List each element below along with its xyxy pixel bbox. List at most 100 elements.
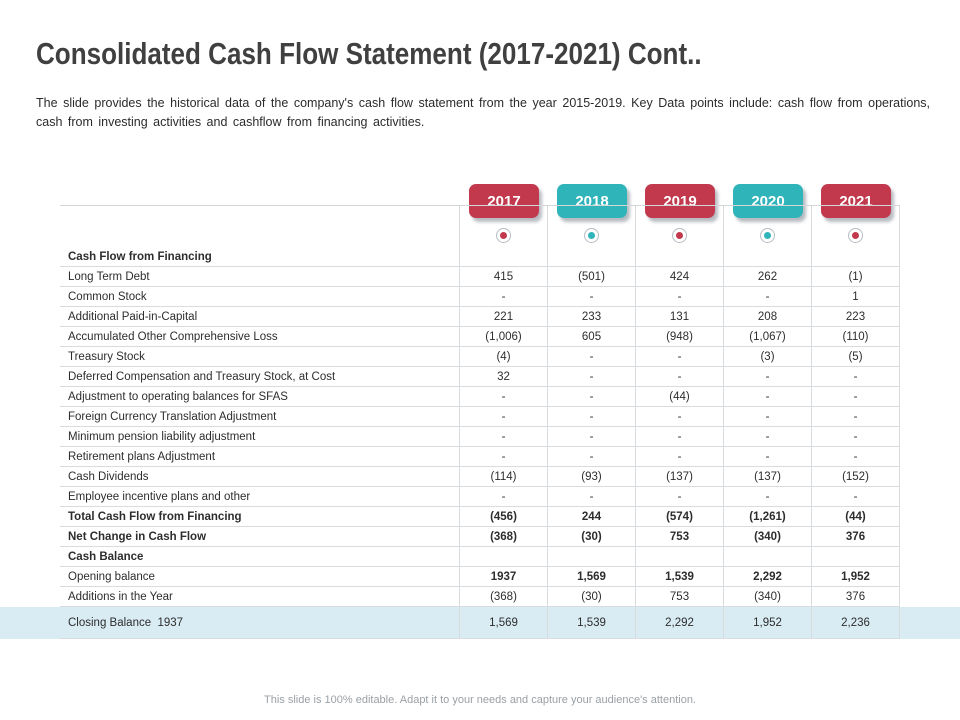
row-value: - — [636, 367, 724, 386]
row-label: Minimum pension liability adjustment — [60, 427, 460, 446]
row-value: (1) — [812, 267, 900, 286]
row-value: 424 — [636, 267, 724, 286]
row-value: - — [724, 427, 812, 446]
indicator-cell — [724, 206, 812, 247]
table-row: Accumulated Other Comprehensive Loss (1,0… — [60, 327, 900, 347]
row-value: 262 — [724, 267, 812, 286]
row-value: - — [812, 367, 900, 386]
row-value — [724, 547, 812, 566]
row-value: (152) — [812, 467, 900, 486]
row-value: 753 — [636, 527, 724, 546]
slide-footer: This slide is 100% editable. Adapt it to… — [264, 694, 696, 706]
row-value: - — [548, 287, 636, 306]
row-value: - — [636, 447, 724, 466]
row-value: 208 — [724, 307, 812, 326]
year-indicator-dot — [764, 232, 771, 239]
row-value: (137) — [636, 467, 724, 486]
row-value: 1,569 — [548, 567, 636, 586]
row-value: (948) — [636, 327, 724, 346]
row-value: 2,292 — [636, 607, 724, 638]
row-label: Adjustment to operating balances for SFA… — [60, 387, 460, 406]
year-tab-2017[interactable]: 2017 — [469, 184, 539, 218]
row-value: - — [636, 347, 724, 366]
row-label: Additional Paid-in-Capital — [60, 307, 460, 326]
row-value: (30) — [548, 527, 636, 546]
row-value — [812, 547, 900, 566]
table-row: Closing Balance 1937 1,569 1,539 2,292 1,952… — [60, 607, 900, 639]
indicator-cell — [460, 206, 548, 247]
row-value: 131 — [636, 307, 724, 326]
row-value: - — [460, 407, 548, 426]
row-value: - — [812, 427, 900, 446]
page-title: Consolidated Cash Flow Statement (2017-2… — [36, 36, 702, 71]
row-value: (93) — [548, 467, 636, 486]
table-row: Net Change in Cash Flow (368) (30) 753 (340)… — [60, 527, 900, 547]
row-value — [548, 547, 636, 566]
row-value: - — [460, 427, 548, 446]
row-value: (3) — [724, 347, 812, 366]
row-value: - — [812, 447, 900, 466]
row-value: 244 — [548, 507, 636, 526]
year-indicator — [584, 228, 599, 243]
row-value: 2,236 — [812, 607, 900, 638]
row-value: - — [548, 487, 636, 506]
indicator-cell — [812, 206, 900, 247]
row-value: - — [460, 387, 548, 406]
row-label: Net Change in Cash Flow — [60, 527, 460, 546]
row-value — [548, 247, 636, 266]
table-body: Cash Flow from Financing Long Term Debt 41… — [60, 247, 900, 639]
row-value: - — [724, 407, 812, 426]
year-indicator-dot — [500, 232, 507, 239]
row-value: 1,952 — [724, 607, 812, 638]
row-value: - — [636, 427, 724, 446]
row-value: 376 — [812, 587, 900, 606]
row-value: 1,539 — [548, 607, 636, 638]
row-value: (44) — [636, 387, 724, 406]
indicator-cell — [548, 206, 636, 247]
row-value: (501) — [548, 267, 636, 286]
row-value: - — [724, 287, 812, 306]
row-value: 1937 — [460, 567, 548, 586]
row-value: - — [724, 387, 812, 406]
row-value: - — [724, 487, 812, 506]
row-value: - — [812, 487, 900, 506]
row-label: Total Cash Flow from Financing — [60, 507, 460, 526]
row-value — [460, 247, 548, 266]
row-value: - — [812, 387, 900, 406]
row-label: Cash Flow from Financing — [60, 247, 460, 266]
table-row: Additions in the Year (368) (30) 753 (340) 37… — [60, 587, 900, 607]
row-value: - — [812, 407, 900, 426]
row-label: Treasury Stock — [60, 347, 460, 366]
table-row: Foreign Currency Translation Adjustment -… — [60, 407, 900, 427]
row-value: (368) — [460, 587, 548, 606]
row-value: - — [460, 447, 548, 466]
row-value: - — [636, 407, 724, 426]
table-row: Cash Flow from Financing — [60, 247, 900, 267]
year-indicator-dot — [676, 232, 683, 239]
row-label: Employee incentive plans and other — [60, 487, 460, 506]
row-label: Common Stock — [60, 287, 460, 306]
row-value — [460, 547, 548, 566]
table-row: Cash Dividends (114) (93) (137) (137) (152) — [60, 467, 900, 487]
year-indicator — [496, 228, 511, 243]
row-label: Long Term Debt — [60, 267, 460, 286]
row-value — [636, 247, 724, 266]
row-value: - — [548, 347, 636, 366]
row-value: (456) — [460, 507, 548, 526]
highlight-band — [0, 607, 960, 639]
row-value — [724, 247, 812, 266]
row-value: (1,067) — [724, 327, 812, 346]
row-value: (368) — [460, 527, 548, 546]
row-label: Additions in the Year — [60, 587, 460, 606]
row-label: Foreign Currency Translation Adjustment — [60, 407, 460, 426]
row-value — [812, 247, 900, 266]
table-row: Opening balance 1937 1,569 1,539 2,292 1,952 — [60, 567, 900, 587]
indicator-cell — [636, 206, 724, 247]
row-value: 223 — [812, 307, 900, 326]
row-value: 221 — [460, 307, 548, 326]
table-row: Additional Paid-in-Capital 221 233 131 208 22… — [60, 307, 900, 327]
row-value: 32 — [460, 367, 548, 386]
row-label: Accumulated Other Comprehensive Loss — [60, 327, 460, 346]
year-indicator-dot — [588, 232, 595, 239]
